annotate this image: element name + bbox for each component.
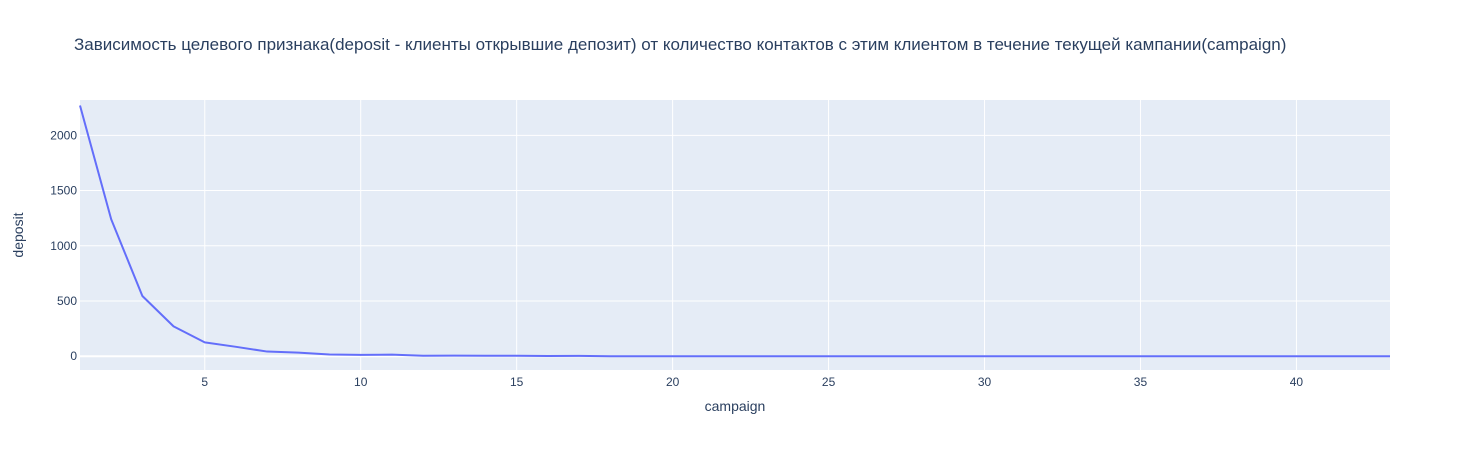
data-point[interactable]	[1228, 350, 1240, 362]
data-point[interactable]	[1166, 350, 1178, 362]
data-point[interactable]	[1197, 350, 1209, 362]
data-point[interactable]	[854, 350, 866, 362]
data-point[interactable]	[261, 346, 273, 358]
x-tick-label: 30	[978, 375, 992, 389]
data-point[interactable]	[667, 350, 679, 362]
data-point[interactable]	[698, 350, 710, 362]
x-tick-label: 25	[822, 375, 836, 389]
data-point[interactable]	[916, 350, 928, 362]
x-tick-label: 40	[1290, 375, 1304, 389]
data-point[interactable]	[979, 350, 991, 362]
data-point[interactable]	[1072, 350, 1084, 362]
x-tick-label: 15	[510, 375, 524, 389]
x-tick-label: 20	[666, 375, 680, 389]
data-point[interactable]	[230, 341, 242, 353]
data-point[interactable]	[136, 290, 148, 302]
data-point[interactable]	[1259, 350, 1271, 362]
data-point[interactable]	[511, 350, 523, 362]
data-point[interactable]	[74, 100, 86, 112]
y-axis-title: deposit	[10, 212, 26, 257]
data-point[interactable]	[199, 336, 211, 348]
data-point[interactable]	[1384, 350, 1396, 362]
data-point[interactable]	[885, 350, 897, 362]
data-point[interactable]	[448, 350, 460, 362]
data-point[interactable]	[168, 320, 180, 332]
plot-background	[80, 100, 1390, 370]
data-point[interactable]	[823, 350, 835, 362]
data-point[interactable]	[729, 350, 741, 362]
x-tick-label: 35	[1134, 375, 1148, 389]
data-point[interactable]	[1010, 350, 1022, 362]
data-point[interactable]	[604, 350, 616, 362]
y-tick-label: 500	[57, 294, 77, 308]
x-tick-label: 5	[201, 375, 208, 389]
data-point[interactable]	[324, 349, 336, 361]
data-point[interactable]	[417, 350, 429, 362]
data-point[interactable]	[573, 350, 585, 362]
data-point[interactable]	[1134, 350, 1146, 362]
x-axis-title: campaign	[705, 398, 766, 414]
data-point[interactable]	[1041, 350, 1053, 362]
data-point[interactable]	[542, 350, 554, 362]
data-point[interactable]	[635, 350, 647, 362]
data-point[interactable]	[386, 349, 398, 361]
data-point[interactable]	[292, 347, 304, 359]
y-tick-label: 1000	[50, 239, 77, 253]
data-point[interactable]	[760, 350, 772, 362]
data-point[interactable]	[1353, 350, 1365, 362]
x-tick-label: 10	[354, 375, 368, 389]
data-point[interactable]	[791, 350, 803, 362]
data-point[interactable]	[1290, 350, 1302, 362]
data-point[interactable]	[947, 350, 959, 362]
y-tick-label: 0	[70, 349, 77, 363]
data-point[interactable]	[1322, 350, 1334, 362]
y-tick-label: 2000	[50, 128, 77, 142]
series-layer	[74, 100, 1396, 362]
data-point[interactable]	[355, 349, 367, 361]
y-tick-label: 1500	[50, 184, 77, 198]
data-point[interactable]	[1103, 350, 1115, 362]
data-point[interactable]	[479, 350, 491, 362]
series-line-deposit	[79, 105, 1390, 358]
tick-layer: 5 10 15 20 25 30 35 40 0 500 1000 1500 2000	[50, 128, 1303, 389]
data-point[interactable]	[105, 213, 117, 225]
chart-title: Зависимость целевого признака(deposit - …	[74, 35, 1286, 54]
